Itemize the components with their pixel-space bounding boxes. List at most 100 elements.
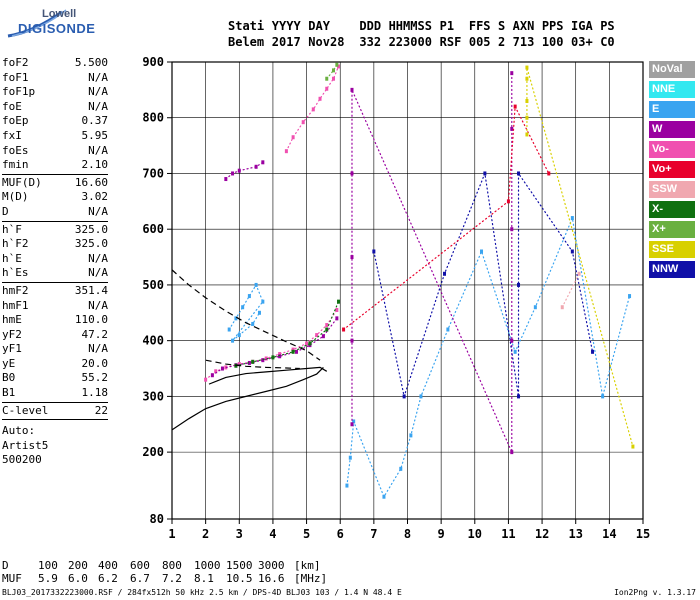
param-row: M(D) 3.02 [2,190,108,205]
header-label-7: S [498,19,506,33]
legend-item: SSE [649,240,695,259]
param-row: fxI 5.95 [2,129,108,144]
data-point [517,282,521,287]
param-row: hmF2 351.4 [2,284,108,299]
param-row: foF1p N/A [2,85,108,100]
data-point [257,310,261,315]
legend-item: SSW [649,180,695,199]
version-text: Ion2Png v. 1.3.17 [614,588,696,597]
x-tick-label: 13 [568,527,582,541]
muf-value: 16.6 [258,572,285,585]
trace-line [235,301,340,367]
header-label-2: DAY [308,19,330,33]
param-row: foF1 N/A [2,71,108,86]
data-point [517,394,521,399]
header-value-10: 03+ [571,35,593,49]
legend-item: NNW [649,260,695,279]
param-row: h`E N/A [2,252,108,267]
param-name: h`F2 [2,237,29,251]
data-point [350,171,354,176]
param-value: 2.10 [81,158,109,172]
param-value: N/A [88,342,108,356]
data-point [337,299,341,304]
param-value: N/A [88,251,108,265]
distance-value: 1000 [194,559,221,572]
param-name: hmF1 [2,298,29,312]
trace-line [526,67,634,448]
auto-program: Artist5 [2,438,49,452]
x-tick-label: 4 [269,527,276,541]
data-point [350,87,354,92]
y-tick-label: 200 [142,445,164,459]
trace-line [351,72,513,453]
param-name: foEs [2,143,29,157]
param-value: N/A [88,70,108,84]
legend-item: Vo- [649,140,695,159]
param-name: h`Es [2,266,29,280]
param-name: yE [2,356,16,370]
header-label-5: P1 [439,19,455,33]
header-value-9: 100 [541,35,564,49]
param-row: foEp 0.37 [2,114,108,129]
parameter-panel: foF2 5.500 foF1 N/A foF1p N/A foE N/A foEp 0.37 fx… [2,56,108,468]
logo-text-lowell: Lowell [42,8,77,20]
data-point [510,450,514,455]
x-tick-label: 9 [438,527,445,541]
param-name: fmin [2,158,29,172]
param-separator [2,281,108,283]
lowell-digisonde-logo: Lowell DIGISONDE [4,6,124,40]
param-separator [2,173,108,175]
param-value: N/A [88,99,108,113]
legend-item: X+ [649,220,695,239]
y-tick-label: 500 [142,278,164,292]
param-separator [2,401,108,403]
param-row: yE 20.0 [2,357,108,372]
param-value: N/A [88,143,108,157]
solid-curve [208,366,328,385]
param-name: foF2 [2,56,29,69]
auto-label: Auto: [2,424,36,438]
dashed-curve [171,269,321,361]
logo-text-digisonde: DIGISONDE [18,21,96,36]
data-point [570,216,574,221]
param-value: 351.4 [74,283,108,297]
param-value: 16.60 [74,175,108,189]
param-name: yF2 [2,327,22,341]
data-point [331,76,335,81]
muf-value: [MHz] [294,572,328,585]
header-value-8: 713 [512,35,535,49]
muf-value: 6.7 [130,572,150,585]
data-point [517,171,521,176]
x-tick-label: 3 [236,527,243,541]
param-row: MUF(D) 16.60 [2,176,108,191]
trace-line [225,161,264,180]
param-value: N/A [88,298,108,312]
x-tick-label: 6 [337,527,344,541]
header-value-5: RSF [439,35,462,49]
param-name: B0 [2,371,16,385]
logo-swoosh-icon [7,9,67,38]
data-point [271,355,275,360]
data-point [337,64,341,69]
param-value: 325.0 [74,237,108,251]
data-point [399,466,403,471]
x-tick-label: 5 [303,527,310,541]
data-point [261,299,265,304]
data-point [525,65,529,70]
data-point [251,321,255,326]
param-row: yF1 N/A [2,342,108,357]
param-name: B1 [2,386,16,400]
muf-value: 7.2 [162,572,182,585]
y-tick-label: 400 [142,334,164,348]
muf-value: 10.5 [226,572,253,585]
param-name: D [2,204,9,218]
x-tick-label: 1 [168,527,175,541]
trace-line [373,171,594,399]
header-label-1: YYYY [271,19,301,33]
legend-item: Vo+ [649,160,695,179]
header-value-1: 2017 [271,35,301,49]
header-value-4: 223000 [388,35,432,49]
param-row: hmE 110.0 [2,313,108,328]
muf-row: MUF 5.9 6.0 6.2 6.7 7.2 8.1 10.5 16.6 [MHz] [2,572,334,585]
param-name: fxI [2,128,22,142]
